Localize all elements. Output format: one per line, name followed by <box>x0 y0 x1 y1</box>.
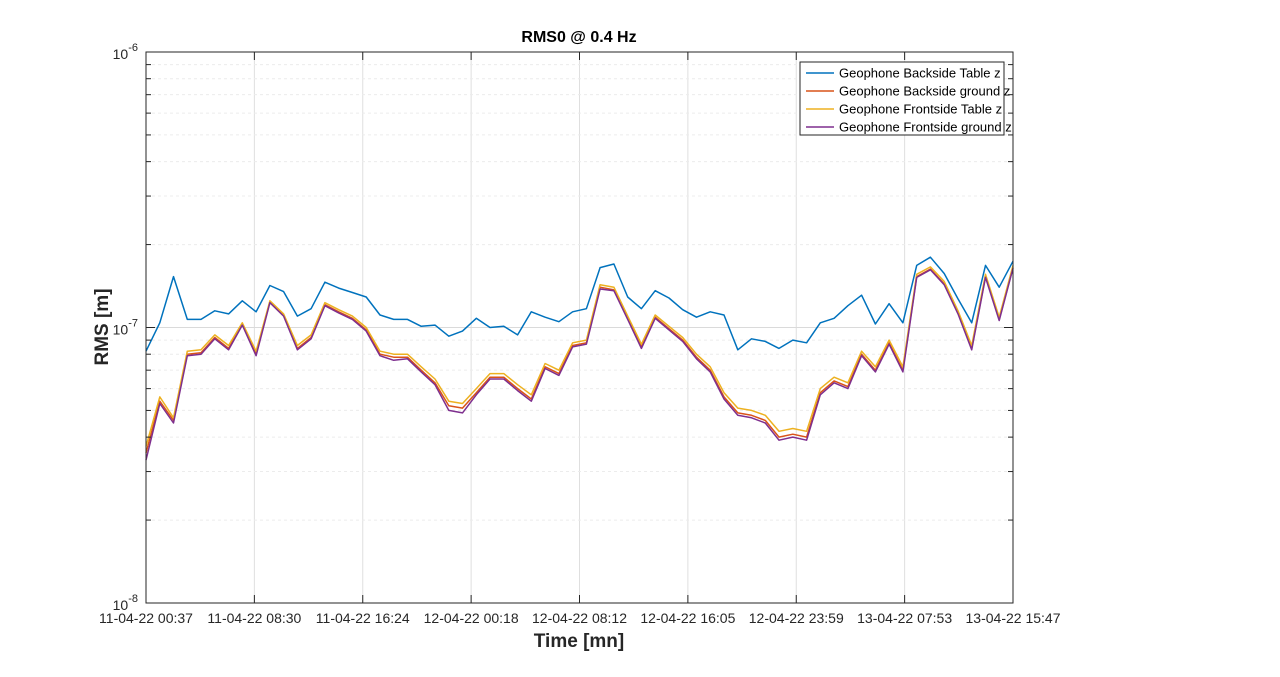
x-tick-label: 11-04-22 16:24 <box>316 610 410 626</box>
x-tick-label: 12-04-22 16:05 <box>640 610 735 626</box>
x-tick-label: 12-04-22 00:18 <box>424 610 519 626</box>
legend: Geophone Backside Table z Geophone Backsi… <box>799 61 1012 136</box>
legend-label: Geophone Backside Table z <box>839 66 1001 81</box>
x-tick-label: 11-04-22 08:30 <box>207 610 301 626</box>
legend-label: Geophone Frontside ground z <box>839 120 1012 135</box>
legend-box <box>799 61 1005 136</box>
tick-labels: 11-04-22 00:37 11-04-22 08:30 11-04-22 16:… <box>99 42 1061 626</box>
y-tick-label: 10-6 <box>113 42 138 62</box>
series-line-4 <box>145 268 1014 461</box>
x-axis-title: Time [mn] <box>534 631 624 652</box>
x-tick-label: 11-04-22 00:37 <box>99 610 193 626</box>
y-tick-label: 10-7 <box>113 318 138 338</box>
chart-title: RMS0 @ 0.4 Hz <box>521 29 636 46</box>
legend-label: Geophone Backside ground z <box>839 84 1010 99</box>
axis-ticks <box>145 52 1014 604</box>
x-tick-label: 12-04-22 23:59 <box>749 610 844 626</box>
x-tick-label: 13-04-22 07:53 <box>857 610 952 626</box>
series-lines <box>145 256 1014 461</box>
y-tick-label: 10-8 <box>113 593 138 613</box>
series-line-3 <box>145 265 1014 447</box>
series-line-1 <box>145 256 1014 352</box>
legend-label: Geophone Frontside Table z <box>839 102 1002 117</box>
y-axis-title: RMS [m] <box>92 288 113 365</box>
x-tick-label: 12-04-22 08:12 <box>532 610 627 626</box>
x-tick-label: 13-04-22 15:47 <box>966 610 1061 626</box>
